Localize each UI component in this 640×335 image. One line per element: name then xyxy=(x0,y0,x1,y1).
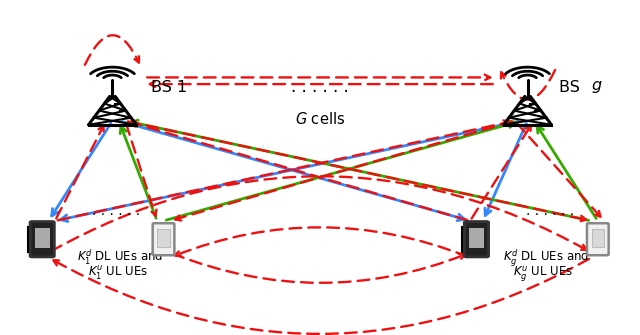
Bar xyxy=(469,227,484,248)
Text: $K_1^d$ DL UEs and: $K_1^d$ DL UEs and xyxy=(77,248,163,267)
Text: BS: BS xyxy=(559,80,586,95)
Text: $g$: $g$ xyxy=(591,79,603,95)
Bar xyxy=(157,229,170,247)
Bar xyxy=(35,227,49,248)
Text: . . . . . .: . . . . . . xyxy=(92,204,140,218)
Text: . . . . . .: . . . . . . xyxy=(526,204,574,218)
Text: . . . . . .: . . . . . . xyxy=(291,78,349,96)
FancyBboxPatch shape xyxy=(465,221,488,257)
Text: $G$ cells: $G$ cells xyxy=(295,111,345,127)
Text: $K_g^d$ DL UEs and: $K_g^d$ DL UEs and xyxy=(503,248,589,269)
Text: $K_g^u$ UL UEs: $K_g^u$ UL UEs xyxy=(513,264,573,284)
Bar xyxy=(591,229,604,247)
Text: BS 1: BS 1 xyxy=(151,80,187,95)
FancyBboxPatch shape xyxy=(587,223,609,255)
Text: $K_1^u$ UL UEs: $K_1^u$ UL UEs xyxy=(88,264,148,282)
FancyBboxPatch shape xyxy=(30,221,54,257)
FancyBboxPatch shape xyxy=(153,223,174,255)
